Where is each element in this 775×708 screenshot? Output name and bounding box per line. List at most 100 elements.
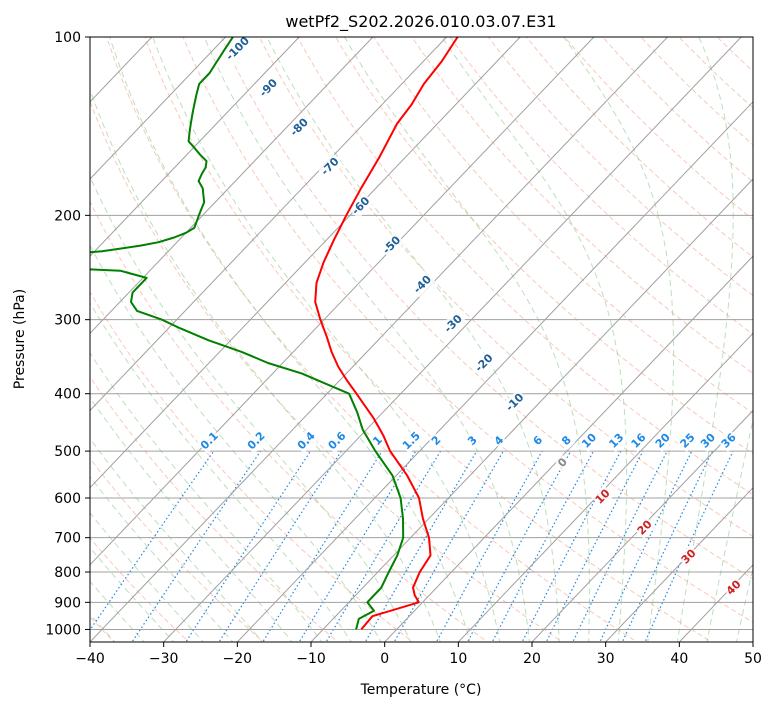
dry-adiabat-line: [640, 37, 753, 146]
isotherm-line: [90, 37, 668, 642]
isotherm-line: [90, 37, 595, 566]
dry-adiabat-label-background: [440, 310, 467, 337]
mixing-ratio-label-background: [368, 432, 387, 450]
mixing-ratio-label-background: [627, 429, 651, 453]
mixing-ratio-label-background: [293, 427, 320, 454]
dry-adiabat-line: [258, 37, 753, 537]
isotherm-line: [310, 178, 753, 642]
dry-adiabat-line: [411, 37, 753, 375]
dry-adiabat-line: [90, 457, 265, 642]
dry-adiabat-line: [487, 37, 753, 297]
y-tick-label: 500: [54, 444, 81, 460]
dry-adiabat-line: [373, 37, 753, 414]
moist-adiabat-label-background: [591, 484, 615, 509]
moist-adiabat-label-background: [553, 453, 572, 472]
y-tick-label: 400: [54, 387, 81, 403]
dry-adiabat-line: [90, 375, 339, 642]
dry-adiabat-line: [90, 291, 414, 642]
dry-adiabat-label-background: [347, 192, 375, 219]
y-tick-label: 200: [54, 208, 81, 224]
mixing-ratio-label-background: [676, 429, 699, 453]
mixing-ratio-line: [90, 450, 215, 632]
mixing-ratio-label-background: [324, 427, 351, 454]
x-tick-label: 50: [744, 651, 762, 667]
dry-adiabat-line: [106, 37, 638, 642]
x-axis-title: Temperature (°C): [360, 682, 482, 698]
x-tick-label: −40: [75, 651, 105, 667]
mixing-ratio-label-background: [196, 427, 223, 454]
mixing-ratio-line: [466, 450, 572, 642]
y-axis-ticks: 100 200 300 400 500 600 700 800 900 1000: [45, 30, 90, 638]
dry-adiabat-label-background: [317, 153, 344, 180]
mixing-ratio-lines: [90, 450, 734, 642]
mixing-ratio-line: [644, 450, 734, 642]
y-axis-title: Pressure (hPa): [12, 289, 28, 389]
mixing-ratio-label-background: [605, 429, 628, 453]
mixing-ratio-label-background: [651, 429, 675, 453]
mixing-ratio-label-background: [243, 427, 270, 454]
isotherm-line: [90, 37, 300, 257]
mixing-ratio-label-background: [717, 429, 741, 453]
isotherm-line: [236, 101, 753, 642]
x-tick-label: −30: [149, 651, 179, 667]
dry-adiabat-line: [144, 37, 713, 642]
dry-adiabat-label-background: [409, 271, 436, 298]
moist-adiabat-label-background: [633, 515, 657, 540]
x-axis-ticks: −40 −30 −20 −10 0 10 20 30 40 50: [75, 642, 762, 667]
dry-adiabat-label-background: [255, 74, 282, 101]
mixing-ratio-line: [545, 450, 644, 642]
mixing-ratio-label-background: [490, 431, 509, 450]
mixing-ratio-label-background: [577, 429, 601, 453]
dry-adiabat-label-background: [378, 231, 405, 259]
mixing-ratio-line: [599, 450, 693, 642]
mixing-ratio-line: [521, 450, 622, 642]
y-tick-label: 900: [54, 595, 81, 611]
x-tick-label: 0: [380, 651, 389, 667]
mixing-ratio-label-background: [529, 431, 547, 450]
y-tick-label: 1000: [45, 622, 81, 638]
isotherm-line: [90, 37, 521, 489]
dry-adiabat-label-background: [221, 37, 254, 65]
dewpoint-profile-line: [90, 37, 405, 630]
x-tick-label: 40: [670, 651, 688, 667]
chart-title: wetPf2_S202.2026.010.03.07.E31: [285, 12, 556, 32]
dry-adiabat-line: [335, 37, 753, 455]
x-tick-label: −20: [223, 651, 253, 667]
isotherm-line: [90, 37, 447, 412]
mixing-ratio-label-background: [398, 427, 425, 454]
y-tick-label: 100: [54, 30, 81, 46]
mixing-ratio-line: [298, 450, 417, 642]
isotherm-line: [163, 37, 742, 642]
sounding-series: [90, 37, 459, 631]
isotherm-line: [90, 37, 226, 180]
isotherm-line: [457, 332, 753, 642]
mixing-ratio-label-background: [696, 429, 720, 453]
mixing-ratio-line: [621, 450, 713, 642]
y-tick-label: 700: [54, 531, 81, 547]
isotherm-line: [605, 486, 753, 642]
y-tick-label: 600: [54, 491, 81, 507]
x-tick-label: 30: [597, 651, 615, 667]
plot-area: -100-90-80-70-60-50-40-30-20-10010203040…: [90, 37, 753, 642]
dry-adiabat-label-background: [501, 389, 529, 416]
mixing-ratio-label-background: [463, 432, 482, 450]
x-tick-label: −10: [296, 651, 326, 667]
mixing-ratio-line: [131, 450, 262, 642]
dry-adiabat-label-background: [286, 113, 313, 141]
mixing-ratio-line: [218, 450, 342, 642]
dry-adiabat-line: [563, 37, 753, 221]
y-tick-label: 800: [54, 565, 81, 581]
dry-adiabat-label-background: [471, 349, 498, 377]
x-tick-label: 10: [449, 651, 467, 667]
moist-adiabat-label-background: [722, 575, 746, 600]
mixing-ratio-label-background: [557, 432, 576, 450]
moist-adiabat-line: [90, 244, 382, 642]
y-tick-label: 300: [54, 313, 81, 329]
isotherm-line: [384, 255, 753, 642]
moist-adiabat-label-background: [677, 544, 701, 569]
temperature-profile-line: [314, 37, 459, 631]
isotherm-line: [90, 37, 374, 335]
mixing-ratio-line: [185, 450, 312, 642]
